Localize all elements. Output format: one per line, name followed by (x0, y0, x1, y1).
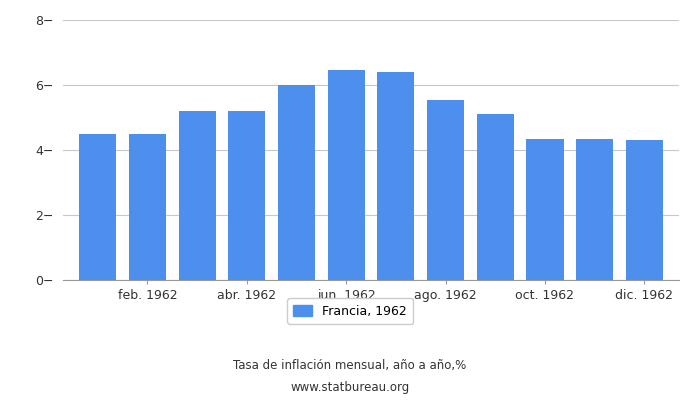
Bar (427, 100, 464, 280)
Bar (79, 134, 116, 280)
Text: www.statbureau.org: www.statbureau.org (290, 382, 410, 394)
Bar (526, 139, 564, 280)
Text: Tasa de inflación mensual, año a año,%: Tasa de inflación mensual, año a año,% (233, 360, 467, 372)
Bar (328, 70, 365, 280)
Bar (626, 140, 663, 280)
Bar (178, 111, 216, 280)
Bar (129, 134, 166, 280)
Bar (477, 114, 514, 280)
Bar (278, 85, 315, 280)
Bar (228, 111, 265, 280)
Bar (377, 72, 414, 280)
Legend: Francia, 1962: Francia, 1962 (287, 298, 413, 324)
Bar (576, 139, 613, 280)
